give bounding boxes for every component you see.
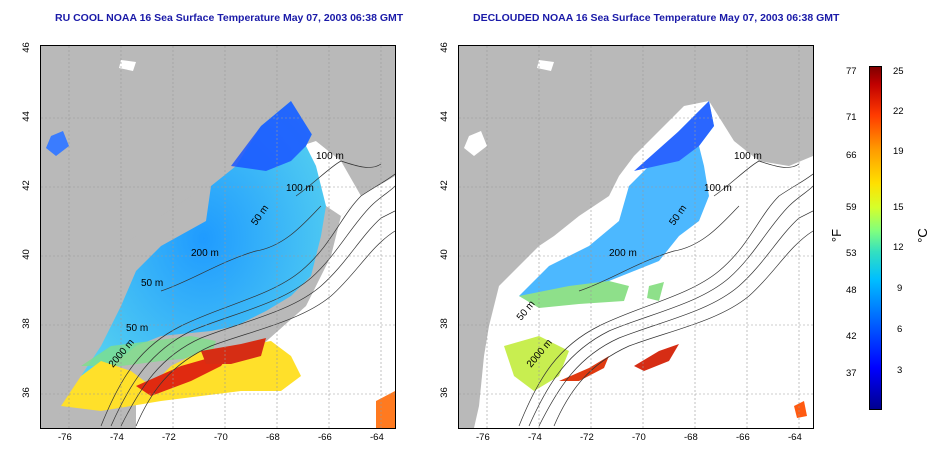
colorbar-unit-c: °C bbox=[914, 228, 930, 243]
y-tick: 46 bbox=[438, 42, 450, 53]
y-tick: 46 bbox=[20, 42, 32, 53]
colorbar-c-tick: 3 bbox=[897, 365, 903, 376]
colorbar-c-tick: 6 bbox=[897, 324, 903, 335]
x-tick: -74 bbox=[528, 432, 542, 443]
sst-gulf-stream-east bbox=[201, 338, 266, 364]
colorbar-f-tick: 71 bbox=[846, 112, 857, 123]
x-tick: -66 bbox=[736, 432, 750, 443]
colorbar-c-tick: 12 bbox=[893, 242, 904, 253]
sst-gulf-stream bbox=[559, 356, 609, 381]
contour-label: 100 m bbox=[734, 151, 762, 162]
y-tick: 42 bbox=[20, 180, 32, 191]
sst-swath-south-green bbox=[81, 336, 216, 366]
colorbar-c-tick: 22 bbox=[893, 106, 904, 117]
colorbar-f-tick: 59 bbox=[846, 202, 857, 213]
colorbar-f-tick: 77 bbox=[846, 66, 857, 77]
sst-swath-green bbox=[519, 281, 629, 308]
x-tick: -68 bbox=[266, 432, 280, 443]
colorbar-c-tick: 9 bbox=[897, 283, 903, 294]
sst-green-patches bbox=[647, 282, 664, 301]
sst-warm-band bbox=[504, 336, 569, 391]
y-tick: 36 bbox=[438, 387, 450, 398]
contour-label: 100 m bbox=[704, 183, 732, 194]
x-tick: -70 bbox=[214, 432, 228, 443]
panel-title-raw: RU COOL NOAA 16 Sea Surface Temperature … bbox=[55, 12, 404, 24]
x-tick: -74 bbox=[110, 432, 124, 443]
colorbar-f-tick: 48 bbox=[846, 285, 857, 296]
x-tick: -72 bbox=[162, 432, 176, 443]
sst-gulf-stream-east bbox=[634, 344, 679, 371]
sst-map-declouded: 100 m 100 m 50 m 200 m 50 m 2000 m bbox=[458, 45, 814, 429]
x-tick: -72 bbox=[580, 432, 594, 443]
y-tick: 36 bbox=[20, 387, 32, 398]
x-tick: -66 bbox=[318, 432, 332, 443]
land-coast bbox=[41, 46, 395, 428]
colorbar-f-tick: 66 bbox=[846, 150, 857, 161]
x-tick: -70 bbox=[632, 432, 646, 443]
colorbar-f-tick: 53 bbox=[846, 248, 857, 259]
x-tick: -76 bbox=[58, 432, 72, 443]
contour-label: 200 m bbox=[609, 248, 637, 259]
x-tick: -76 bbox=[476, 432, 490, 443]
y-tick: 44 bbox=[20, 111, 32, 122]
y-tick: 38 bbox=[438, 318, 450, 329]
colorbar-c-tick: 25 bbox=[893, 66, 904, 77]
contour-label: 50 m bbox=[126, 323, 148, 334]
contour-label: 100 m bbox=[316, 151, 344, 162]
colorbar bbox=[869, 66, 882, 410]
colorbar-unit-f: °F bbox=[829, 228, 845, 243]
land-coast bbox=[459, 46, 813, 428]
y-tick: 42 bbox=[438, 180, 450, 191]
colorbar-f-tick: 42 bbox=[846, 331, 857, 342]
sst-swath-north-blue bbox=[634, 101, 714, 171]
grid-lines bbox=[459, 46, 813, 428]
sst-map-raw: 100 m 100 m 50 m 200 m 50 m 2000 m 50 m bbox=[40, 45, 396, 429]
bathymetry-contours bbox=[100, 160, 395, 427]
bathymetry-contours bbox=[518, 160, 813, 427]
contour-label: 50 m bbox=[141, 278, 163, 289]
y-tick: 40 bbox=[20, 249, 32, 260]
ocean-clear-region bbox=[136, 176, 395, 428]
contour-label: 200 m bbox=[191, 248, 219, 259]
colorbar-f-tick: 37 bbox=[846, 368, 857, 379]
contour-label: 100 m bbox=[286, 183, 314, 194]
grid-lines bbox=[41, 46, 395, 428]
colorbar-c-tick: 19 bbox=[893, 146, 904, 157]
y-tick: 40 bbox=[438, 249, 450, 260]
colorbar-c-tick: 15 bbox=[893, 202, 904, 213]
x-tick: -64 bbox=[788, 432, 802, 443]
y-tick: 38 bbox=[20, 318, 32, 329]
x-tick: -68 bbox=[684, 432, 698, 443]
panel-title-declouded: DECLOUDED NOAA 16 Sea Surface Temperatur… bbox=[473, 12, 840, 24]
y-tick: 44 bbox=[438, 111, 450, 122]
x-tick: -64 bbox=[370, 432, 384, 443]
